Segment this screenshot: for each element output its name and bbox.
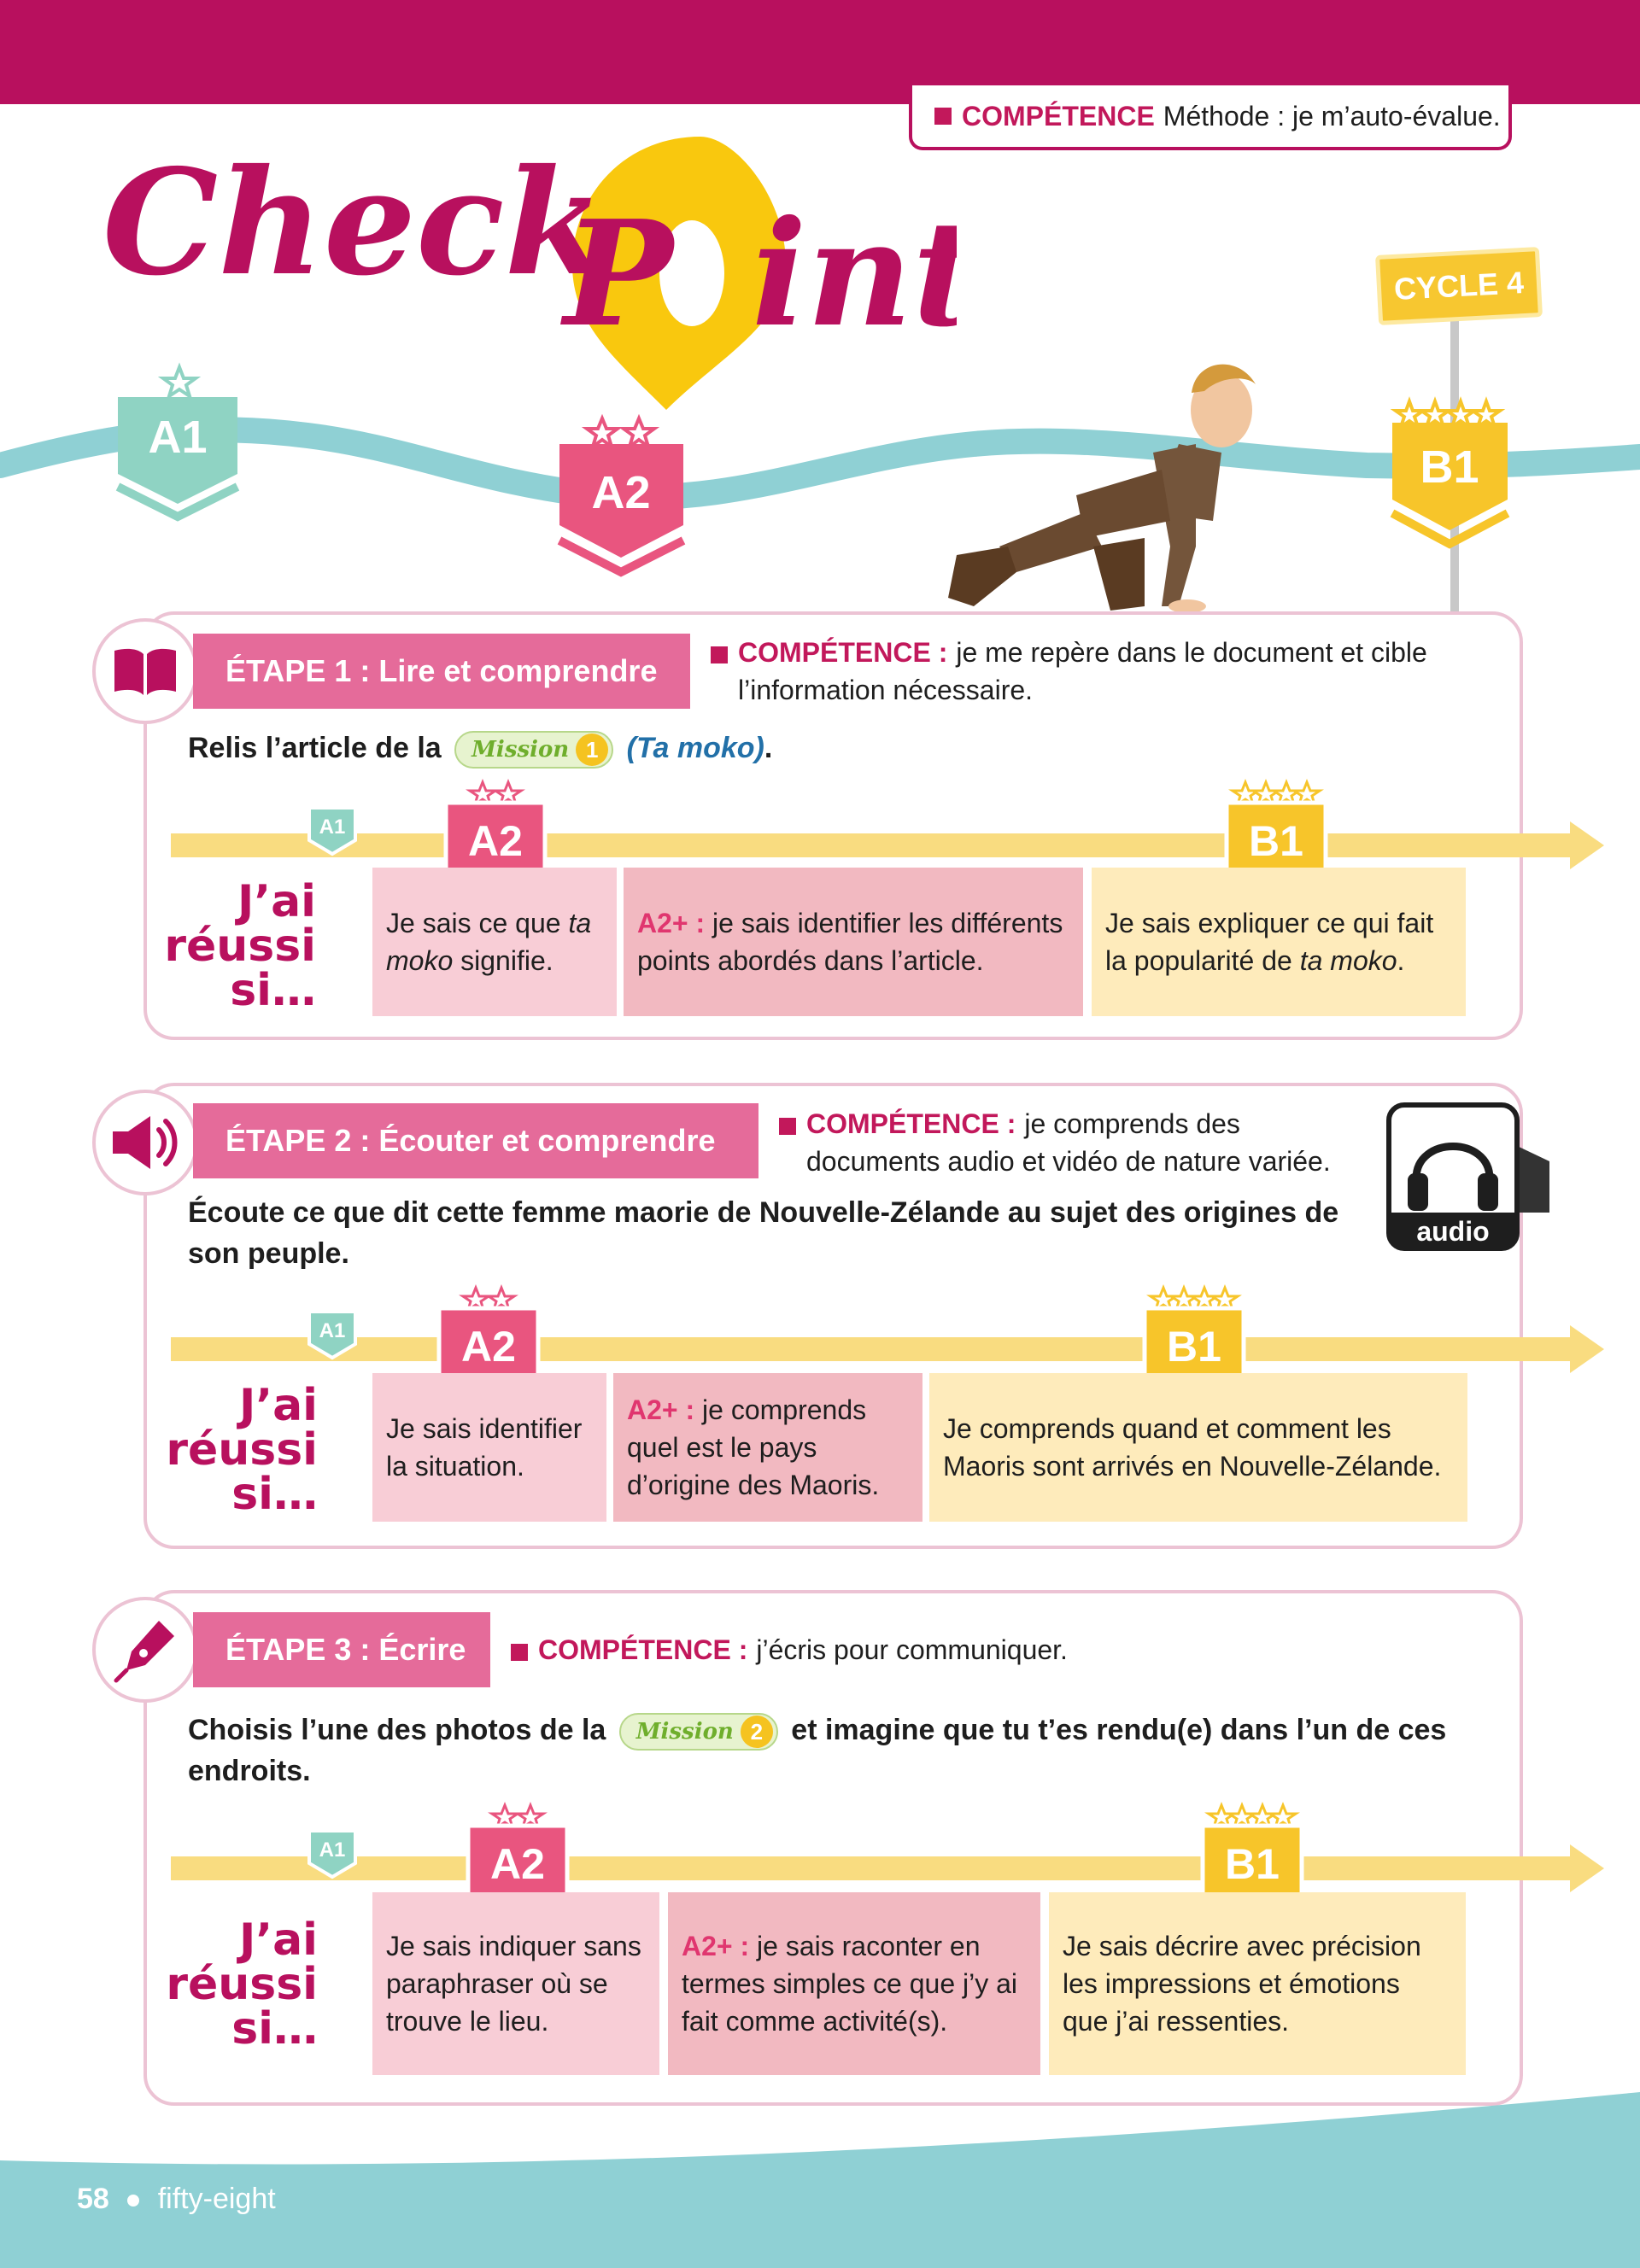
svg-text:audio: audio bbox=[1416, 1216, 1489, 1247]
etape2-instruction: Écoute ce que dit cette femme maorie de … bbox=[188, 1196, 1339, 1270]
etape3-a2-box: Je sais indiquer sans paraphraser où se … bbox=[372, 1892, 659, 2075]
logo-text-p: P bbox=[560, 189, 676, 359]
etape3-instruction: Choisis l’une des photos de la Mission 2 … bbox=[188, 1713, 1447, 1788]
etape2-competence: COMPÉTENCE : je comprends des documents a… bbox=[779, 1105, 1377, 1180]
competence-text: Méthode : je m’auto-évalue. bbox=[1163, 100, 1501, 132]
a1-small-badge: A1 bbox=[308, 1310, 357, 1360]
etape3-timeline bbox=[171, 1856, 1572, 1880]
svg-text:A2: A2 bbox=[591, 467, 650, 518]
etape2-a2-box: Je sais identifier la situation. bbox=[372, 1373, 606, 1522]
square-bullet-icon bbox=[934, 108, 952, 125]
checkpoint-logo: Check P int bbox=[102, 137, 957, 410]
runner-boy-illustration bbox=[948, 364, 1256, 613]
etape2-a2plus-box: A2+ : je comprends quel est le pays d’or… bbox=[613, 1373, 922, 1522]
bullet-dot-icon bbox=[127, 2195, 140, 2207]
svg-text:B1: B1 bbox=[1225, 1840, 1280, 1888]
audio-headphones-icon[interactable]: audio bbox=[1385, 1102, 1549, 1257]
etape1-timeline bbox=[171, 833, 1572, 857]
svg-text:A2: A2 bbox=[490, 1840, 545, 1888]
svg-text:A1: A1 bbox=[319, 815, 346, 839]
bottom-band bbox=[0, 2092, 1640, 2268]
etape1-a2plus-box: A2+ : je sais identifier les différents … bbox=[624, 868, 1083, 1016]
etape2-title: ÉTAPE 2 : Écouter et comprendre bbox=[193, 1103, 758, 1178]
etape3-title: ÉTAPE 3 : Écrire bbox=[193, 1612, 490, 1687]
etape2-icon-circle bbox=[92, 1090, 198, 1195]
svg-text:B1: B1 bbox=[1420, 441, 1479, 493]
svg-text:B1: B1 bbox=[1167, 1323, 1221, 1371]
timeline-arrow-icon bbox=[1570, 1325, 1604, 1373]
page-words: fifty-eight bbox=[157, 2183, 276, 2215]
timeline-arrow-icon bbox=[1570, 821, 1604, 869]
svg-text:A1: A1 bbox=[319, 1319, 346, 1342]
etape1-title: ÉTAPE 1 : Lire et comprendre bbox=[193, 634, 690, 709]
a1-small-badge: A1 bbox=[308, 1829, 357, 1879]
etape1-competence: COMPÉTENCE : je me repère dans le documen… bbox=[711, 634, 1479, 709]
square-bullet-icon bbox=[779, 1117, 796, 1135]
book-icon bbox=[114, 648, 176, 695]
cycle-sign: CYCLE 4 bbox=[1374, 247, 1543, 325]
level-path: A1 A2 B1 bbox=[0, 362, 1640, 577]
jai-reussi-si-label: J’ai réussi si… bbox=[164, 876, 316, 1016]
etape3-a2plus-box: A2+ : je sais raconter en termes simples… bbox=[668, 1892, 1040, 2075]
jai-reussi-si-label: J’ai réussi si… bbox=[166, 1380, 318, 1520]
mission-1-badge: Mission 1 bbox=[454, 731, 614, 769]
svg-text:A2: A2 bbox=[468, 817, 523, 865]
etape1-b1-box: Je sais expliquer ce qui fait la popular… bbox=[1092, 868, 1466, 1016]
svg-text:A2: A2 bbox=[461, 1323, 516, 1371]
page-number: 58 bbox=[77, 2183, 109, 2215]
speaker-icon bbox=[113, 1116, 178, 1169]
logo-text-left: Check bbox=[102, 137, 605, 308]
etape1-icon-circle bbox=[92, 618, 198, 724]
mission-2-badge: Mission 2 bbox=[618, 1713, 778, 1751]
square-bullet-icon bbox=[511, 1643, 528, 1661]
a1-path-badge: A1 bbox=[115, 362, 240, 522]
etape3-competence: COMPÉTENCE : j’écris pour communiquer. bbox=[511, 1631, 1365, 1669]
competence-keyword: COMPÉTENCE bbox=[962, 100, 1155, 132]
etape1-instruction: Relis l’article de la Mission 1 (Ta moko)… bbox=[188, 728, 1384, 769]
etape2-b1-box: Je comprends quand et comment les Maoris… bbox=[929, 1373, 1467, 1522]
timeline-arrow-icon bbox=[1570, 1844, 1604, 1892]
b1-path-badge: B1 bbox=[1390, 396, 1510, 549]
a1-small-badge: A1 bbox=[308, 806, 357, 856]
svg-text:A1: A1 bbox=[148, 412, 207, 463]
page-footer: 58 fifty-eight bbox=[77, 2183, 276, 2216]
jai-reussi-si-label: J’ai réussi si… bbox=[166, 1914, 318, 2055]
svg-text:A1: A1 bbox=[319, 1838, 346, 1862]
a2-path-badge: A2 bbox=[557, 413, 686, 577]
etape2-timeline bbox=[171, 1337, 1572, 1361]
etape3-icon-circle bbox=[92, 1597, 198, 1703]
logo-text-right: int bbox=[752, 189, 957, 359]
etape3-b1-box: Je sais décrire avec précision les impre… bbox=[1049, 1892, 1466, 2075]
fountain-pen-icon bbox=[114, 1621, 174, 1683]
header-competence: COMPÉTENCE Méthode : je m’auto-évalue. bbox=[909, 85, 1512, 150]
square-bullet-icon bbox=[711, 646, 728, 663]
etape1-a2-box: Je sais ce que ta moko signifie. bbox=[372, 868, 617, 1016]
svg-text:B1: B1 bbox=[1249, 817, 1303, 865]
